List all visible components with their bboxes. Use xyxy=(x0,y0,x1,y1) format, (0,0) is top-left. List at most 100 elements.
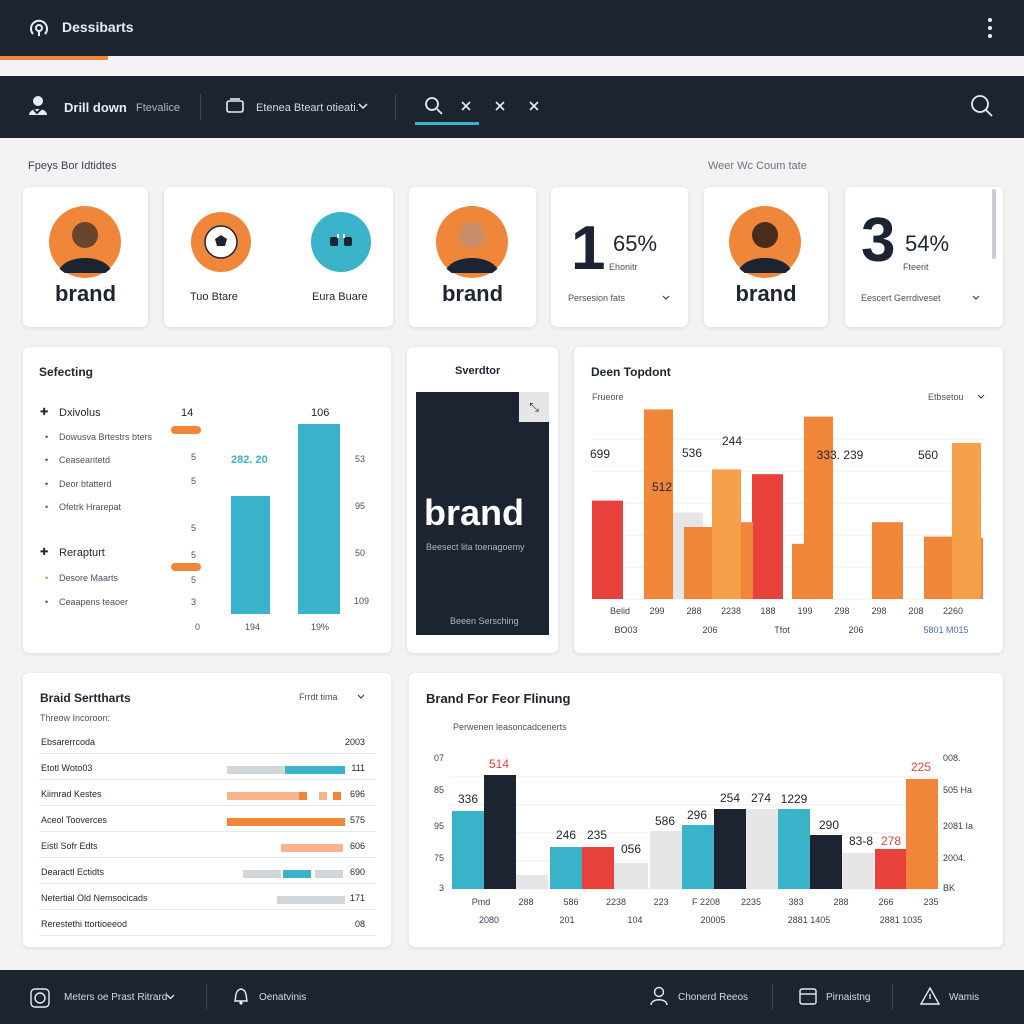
alert-icon[interactable] xyxy=(920,986,940,1006)
profile-card[interactable]: brand xyxy=(409,187,536,327)
footer-item-label[interactable]: Chonerd Reeos xyxy=(678,992,749,1003)
chevron-down-icon[interactable] xyxy=(166,994,175,1000)
bullet: • xyxy=(45,597,49,607)
bullet: • xyxy=(45,479,49,489)
bell-icon[interactable] xyxy=(232,986,250,1006)
table-row[interactable]: Etotl Woto03 111 xyxy=(39,755,375,780)
x-tick-label: 19% xyxy=(311,622,330,632)
list-item[interactable]: Desore Maarts xyxy=(59,573,119,583)
x-tick-label: 2238 xyxy=(606,897,626,907)
bar[interactable] xyxy=(298,424,340,614)
footer-item-label[interactable]: Wamis xyxy=(949,992,980,1003)
x-tick-label: 383 xyxy=(788,897,803,907)
stat-card[interactable]: 3 54% Fteerit Eescert Gerrdiveset xyxy=(845,187,1003,327)
divider xyxy=(206,984,207,1010)
row-label: Kiimrad Kestes xyxy=(41,789,102,799)
bullet: • xyxy=(45,573,49,583)
list-item[interactable]: Ceaseantetd xyxy=(59,455,111,465)
x-tick-label: 298 xyxy=(871,606,886,616)
data-label: 586 xyxy=(655,814,675,828)
sport-card[interactable]: Tuo Btare Eura Buare xyxy=(164,187,393,327)
drill-down-label[interactable]: Drill down xyxy=(64,100,127,115)
bar xyxy=(952,443,981,599)
table-row[interactable]: Netertial Old Nemsocicads 171 xyxy=(39,885,375,910)
flinung-bar-chart: 336 514 246 235 056 586 296 254 274 1229 290 83-8 27… xyxy=(434,753,973,925)
row-label: Eistl Sofr Edts xyxy=(41,841,98,851)
table-row[interactable]: Kiimrad Kestes 696 xyxy=(39,781,375,806)
bar xyxy=(592,500,623,599)
bar xyxy=(644,409,673,599)
list-item[interactable]: Ofetrk Hrarepat xyxy=(59,502,122,512)
x-icon[interactable] xyxy=(529,101,539,111)
chevron-down-icon[interactable] xyxy=(357,694,365,699)
x-sublabel: 2881 1405 xyxy=(788,915,831,925)
table-row[interactable]: Rerestethi ttortioeeod 08 xyxy=(39,911,375,936)
expand-icon[interactable]: ⤡ xyxy=(519,392,549,422)
x-tick-label: 194 xyxy=(245,622,261,632)
table-row[interactable]: Dearactl Ectidts 690 xyxy=(39,859,375,884)
row-label: Ebsarerrcoda xyxy=(41,737,96,747)
y-tick-label-right: BK xyxy=(943,883,955,893)
x-sublabel: 5801 M015 xyxy=(923,625,968,635)
global-search-icon[interactable] xyxy=(970,94,994,118)
list-item[interactable]: Deor btatterd xyxy=(59,479,112,489)
table-row[interactable]: Eistl Sofr Edts 606 xyxy=(39,833,375,858)
calendar-icon[interactable] xyxy=(799,987,817,1005)
profile-card[interactable]: brand xyxy=(23,187,148,327)
stat-footer[interactable]: Persesion fats xyxy=(568,293,626,303)
footer-item-label[interactable]: Meters oe Prast Ritrard xyxy=(64,992,168,1003)
bar xyxy=(650,831,682,889)
data-label: 1229 xyxy=(781,792,808,806)
data-label: 235 xyxy=(587,828,607,842)
data-label: 514 xyxy=(489,757,509,771)
footer-item-label[interactable]: Pirnaistng xyxy=(826,992,871,1003)
row-bar xyxy=(315,870,343,878)
user-badge-icon[interactable] xyxy=(28,95,48,117)
x-tick-label: 288 xyxy=(518,897,533,907)
axis-label: 5 xyxy=(191,523,197,533)
profile-card[interactable]: brand xyxy=(704,187,828,327)
axis-label: 0 xyxy=(195,622,201,632)
table-row[interactable]: Aceol Tooverces 575 xyxy=(39,807,375,832)
group-heading[interactable]: Rerapturt xyxy=(59,547,105,559)
dashboard-logo-icon[interactable] xyxy=(28,16,50,38)
table-row[interactable]: Ebsarerrcoda 2003 xyxy=(39,729,375,754)
time-dropdown[interactable]: Frrdt tima xyxy=(299,692,338,702)
section-label: Fpeys Bor Idtidtes xyxy=(28,160,117,172)
footer-item-label[interactable]: Oenatvinis xyxy=(259,992,307,1003)
dataset-dropdown[interactable]: Etenea Bteart otieati. xyxy=(256,102,359,114)
slider-handle[interactable] xyxy=(171,426,201,434)
stat-card[interactable]: 1 65% Ehonitr Persesion fats xyxy=(551,187,688,327)
x-sublabel: 2080 xyxy=(479,915,499,925)
chevron-down-icon[interactable] xyxy=(977,394,985,399)
x-icon[interactable] xyxy=(461,101,471,111)
bar-list: Ebsarerrcoda 2003 Etotl Woto03 111 Kiimrad K… xyxy=(23,729,391,939)
expand-icon[interactable]: ✚ xyxy=(40,407,49,418)
bar[interactable] xyxy=(231,496,270,614)
globe-icon[interactable] xyxy=(30,988,50,1008)
slider-handle[interactable] xyxy=(171,563,201,571)
chevron-down-icon[interactable] xyxy=(972,295,980,300)
chevron-down-icon[interactable] xyxy=(662,295,670,300)
deen-chart-panel: Deen Topdont Frueore Etbsetou 699 512 536 2… xyxy=(574,347,1003,653)
chart-dropdown[interactable]: Etbsetou xyxy=(928,392,964,402)
x-tick-label: 266 xyxy=(878,897,893,907)
user-icon[interactable] xyxy=(649,986,669,1006)
row-bar xyxy=(299,792,307,800)
row-value: 171 xyxy=(349,893,365,903)
search-icon[interactable] xyxy=(424,96,444,116)
brand-poster[interactable]: ⤡ brand Beesect lita toenagoemy Beeen Se… xyxy=(416,392,549,635)
folder-icon[interactable] xyxy=(226,98,244,114)
chevron-down-icon[interactable] xyxy=(358,103,368,110)
list-item[interactable]: Dowusva Brtestrs bters xyxy=(59,432,153,442)
group-heading[interactable]: Dxivolus xyxy=(59,407,101,419)
list-item[interactable]: Ceaapens teaoer xyxy=(59,597,129,607)
expand-icon[interactable]: ✚ xyxy=(40,547,49,558)
x-icon[interactable] xyxy=(495,101,505,111)
panel-subtitle: Threow Incoroon: xyxy=(40,713,111,723)
bar xyxy=(810,835,842,889)
stat-footer[interactable]: Eescert Gerrdiveset xyxy=(861,293,941,303)
more-vertical-icon[interactable] xyxy=(986,17,994,39)
axis-label: 109 xyxy=(354,596,370,606)
scrollbar[interactable] xyxy=(992,189,996,259)
